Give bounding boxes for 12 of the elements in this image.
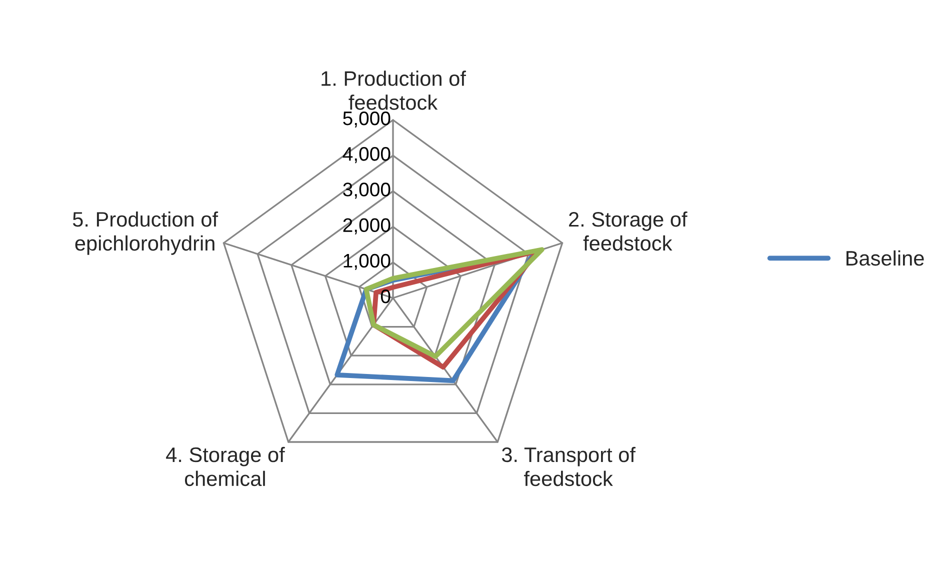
spoke-label: 4. Storage of chemical (166, 446, 285, 486)
y-tick-label: 3,000 (343, 182, 390, 199)
y-tick-label: 2,000 (343, 218, 390, 234)
spoke-label: 3. Transport of feedstock (502, 446, 636, 486)
y-tick-label: 0 (380, 289, 390, 304)
spoke-label: 5. Production of epichlorohydrin (72, 211, 218, 255)
y-tick-label: 4,000 (342, 147, 390, 164)
spoke-label: 1. Production of feedstock (322, 70, 466, 110)
y-tick-label: 1,000 (344, 254, 390, 270)
y-tick-label: 5,000 (343, 111, 390, 128)
legend-label: Baseline (846, 250, 924, 266)
spoke-label: 2. Storage of feedstock (569, 211, 688, 251)
